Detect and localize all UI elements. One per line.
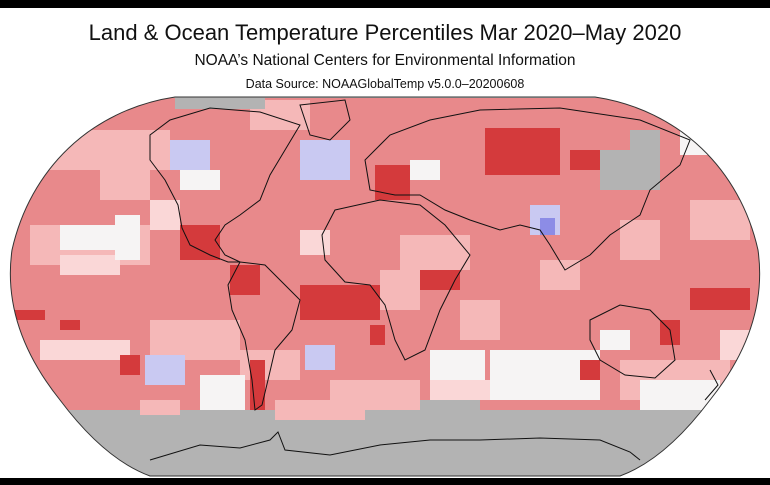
cool-cell bbox=[305, 345, 335, 370]
light-warm-cell bbox=[460, 300, 500, 340]
africa-coast bbox=[321, 199, 471, 361]
near-average-cell bbox=[200, 375, 245, 410]
map-outline bbox=[9, 96, 761, 477]
much-warmer-cell bbox=[420, 270, 460, 290]
much-warmer-cell bbox=[300, 285, 380, 320]
much-warmer-cell bbox=[370, 325, 385, 345]
cool-cell bbox=[170, 140, 210, 170]
map-subtitle: NOAA’s National Centers for Environmenta… bbox=[194, 52, 576, 69]
cool-cell bbox=[145, 355, 185, 385]
much-warmer-cell bbox=[230, 265, 260, 295]
data-source: Data Source: NOAAGlobalTemp v5.0.0–20200… bbox=[245, 77, 525, 91]
no-data-cell bbox=[600, 150, 660, 190]
much-warmer-cell bbox=[485, 128, 560, 175]
much-cooler-cell bbox=[540, 218, 555, 235]
no-data-cell bbox=[420, 400, 480, 415]
north-america-coast bbox=[149, 107, 301, 263]
eurasia-coast bbox=[364, 107, 691, 271]
near-average-cell bbox=[430, 350, 485, 380]
much-warmer-cell bbox=[60, 320, 80, 330]
light-warm-cell bbox=[100, 170, 150, 200]
near-average-cell bbox=[180, 170, 220, 190]
light-warm-cell bbox=[690, 200, 750, 240]
new-zealand-coast bbox=[704, 369, 719, 401]
greenland-coast bbox=[299, 99, 351, 141]
no-data-cell bbox=[175, 97, 265, 109]
bottom-border bbox=[0, 478, 770, 485]
near-average-cell bbox=[640, 380, 720, 410]
near-average-cell bbox=[600, 330, 630, 350]
much-warmer-cell bbox=[580, 360, 600, 380]
much-warmer-cell bbox=[690, 288, 750, 310]
very-light-warm-cell bbox=[720, 330, 750, 360]
antarctica-coast bbox=[149, 431, 641, 461]
light-warm-cell bbox=[150, 320, 240, 360]
light-warm-cell bbox=[620, 220, 660, 260]
no-data-cell bbox=[10, 410, 760, 476]
light-warm-cell bbox=[400, 235, 470, 270]
light-warm-cell bbox=[20, 130, 170, 170]
map-title: Land & Ocean Temperature Percentiles Mar… bbox=[88, 20, 682, 45]
percentile-grid bbox=[10, 97, 760, 476]
very-light-warm-cell bbox=[40, 340, 130, 360]
much-warmer-cell bbox=[15, 310, 45, 320]
very-light-warm-cell bbox=[300, 230, 330, 255]
much-warmer-cell bbox=[180, 225, 220, 260]
light-warm-cell bbox=[140, 400, 180, 415]
light-warm-cell bbox=[275, 400, 365, 420]
coastlines bbox=[149, 99, 719, 461]
australia-coast bbox=[589, 304, 676, 379]
south-america-coast bbox=[227, 261, 301, 411]
no-data-cell bbox=[630, 130, 660, 150]
light-warm-cell bbox=[380, 270, 420, 310]
cool-cell bbox=[300, 140, 350, 180]
very-light-warm-cell bbox=[430, 380, 490, 400]
near-average-cell bbox=[410, 160, 440, 180]
very-light-warm-cell bbox=[60, 255, 120, 275]
very-light-warm-cell bbox=[150, 200, 180, 230]
near-average-cell bbox=[115, 215, 140, 260]
much-warmer-cell bbox=[120, 355, 140, 375]
top-border bbox=[0, 0, 770, 8]
